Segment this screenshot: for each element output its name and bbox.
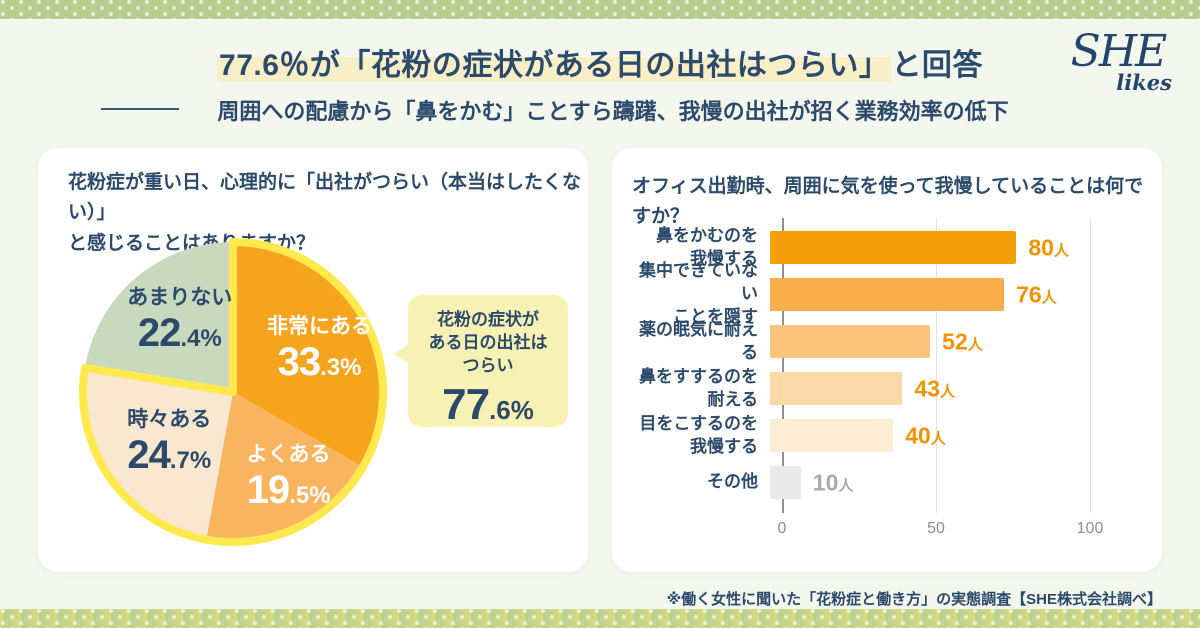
bar-chart-x-axis-ticks: 0 50 100 [778,520,1122,542]
bar-chart-panel: オフィス出勤時、周囲に気を使って我慢していることは何ですか？ 0 50 100 鼻を… [612,148,1162,572]
x-tick-0: 0 [777,520,787,537]
pie-chart-svg [79,238,387,546]
page-title: 77.6％が「花粉の症状がある日の出社はつらい」と回答 [0,40,1200,84]
bar-track: 80人 [770,231,1142,264]
bar-track: 10人 [770,466,1142,499]
pie-slice-pct-int: 24 [127,433,170,478]
pie-slice-name: よくある [246,442,331,466]
x-tick-100: 100 [1076,520,1104,537]
callout-line2: ある日の出社は [428,332,548,352]
top-dotted-border [0,0,1200,19]
pie-slice-pct-dec: .5% [289,481,331,509]
bar-fill [770,372,903,405]
callout-pct-dec: .6% [489,394,534,425]
bar-fill [770,466,801,499]
pie-slice-pct-int: 33 [277,339,321,384]
pie-slice-pct-dec: .4% [180,325,222,353]
title-rest-text: と回答 [891,49,983,82]
survey-source-note: ※働く女性に聞いた「花粉症と働き方」の実態調査【SHE株式会社調べ】 [666,591,1162,608]
bar-value-label: 76人 [1016,281,1057,307]
pie-slice-1 [206,392,363,543]
she-likes-logo: SHE likes [1058,26,1178,96]
callout-percentage: 77.6% [408,380,568,430]
x-tick-50: 50 [927,520,945,537]
bar-chart-gridlines [782,218,1122,513]
bar-value-label: 40人 [905,422,946,448]
pie-slice-label-0: 非常にある 33.3% [267,314,372,384]
pie-slice-pct-dec: .3% [320,353,362,381]
logo-she-text: SHE [1070,26,1168,77]
subtitle-row: 周囲への配慮から「鼻をかむ」ことすら躊躇、我慢の出社が招く業務効率の低下 [0,94,1200,126]
bar-chart-gridline-50 [936,218,937,513]
pie-question-line1: 花粉症が重い日、心理的に「出社がつらい（本当はしたくない）」 [68,172,582,224]
bar-fill [770,325,931,358]
bar-track: 76人 [770,278,1142,311]
bar-track: 43人 [770,372,1142,405]
pie-slice-name: 時々ある [127,407,212,431]
pie-chart-panel: 花粉症が重い日、心理的に「出社がつらい（本当はしたくない）」 と感じることはあり… [38,148,588,572]
pie-slice-pct-int: 19 [246,467,290,512]
pie-slice-label-1: よくある 19.5% [247,443,331,513]
bar-fill [770,419,894,452]
title-highlighted-text: 77.6％が「花粉の症状がある日の出社はつらい」 [217,49,892,82]
pie-slice-label-2: 時々ある 24.7% [127,408,211,478]
bar-track: 40人 [770,419,1142,452]
bar-row-5: その他 10人 [632,459,1142,506]
callout-line3: つらい [462,355,514,375]
callout-line1: 花粉の症状が [437,310,539,329]
subtitle-dash-line [101,108,179,110]
pie-chart: 非常にある 33.3% よくある 19.5% 時々ある 24.7% あまりない 22.4% [63,222,403,562]
bar-category-label: 集中できていない ことを隠す [639,261,758,326]
callout-text: 花粉の症状が ある日の出社は つらい [408,309,568,378]
bar-category-label: 鼻をかむのを 我慢する [656,225,758,268]
pie-highlight-outline [79,238,387,546]
bar-row-1: 集中できていない ことを隠す 76人 [632,261,1142,326]
bar-value-label: 10人 [812,469,854,495]
bar-value-label: 52人 [942,328,983,354]
bar-row-2: 薬の眠気に耐える 52人 [632,318,1142,365]
bottom-dotted-border [0,609,1200,628]
pie-slice-name: あまりない [127,286,233,310]
bar-value-label: 80人 [1028,234,1069,260]
bar-chart-question: オフィス出勤時、周囲に気を使って我慢していることは何ですか？ [632,176,1144,228]
logo-likes-text: likes [1116,70,1172,95]
bar-chart-axis-line [782,218,784,513]
pie-slice-pct-dec: .7% [169,447,212,475]
bar-category-label: その他 [707,472,758,492]
pie-slice-label-3: あまりない 22.4% [127,286,232,356]
bar-row-4: 目をこするのを 我慢する 40人 [632,412,1142,459]
bar-fill [770,231,1017,264]
pie-slice-name: 非常にある [267,314,373,338]
bar-track: 52人 [770,325,1142,358]
pie-total-callout: 花粉の症状が ある日の出社は つらい 77.6% [394,295,568,430]
bar-chart: 0 50 100 鼻をかむのを 我慢する 80人集中できていない ことを隠す 76人薬の眠気… [632,218,1142,537]
bar-chart-gridline-100 [1090,218,1091,513]
page-subtitle: 周囲への配慮から「鼻をかむ」ことすら躊躇、我慢の出社が招く業務効率の低下 [217,99,1009,124]
bar-category-label: 薬の眠気に耐える [639,319,758,362]
bar-row-3: 鼻をすするのを 耐える 43人 [632,365,1142,412]
bar-fill [770,278,1005,311]
pie-slice-3 [84,241,234,392]
pie-slice-2 [82,367,233,540]
callout-pct-int: 77 [442,379,490,429]
pie-slice-pct-int: 22 [137,311,181,356]
bar-category-label: 鼻をすするのを 耐える [639,366,758,409]
bar-category-label: 目をこするのを 我慢する [639,413,758,456]
bar-row-0: 鼻をかむのを 我慢する 80人 [632,224,1142,271]
bar-value-label: 43人 [914,375,956,401]
